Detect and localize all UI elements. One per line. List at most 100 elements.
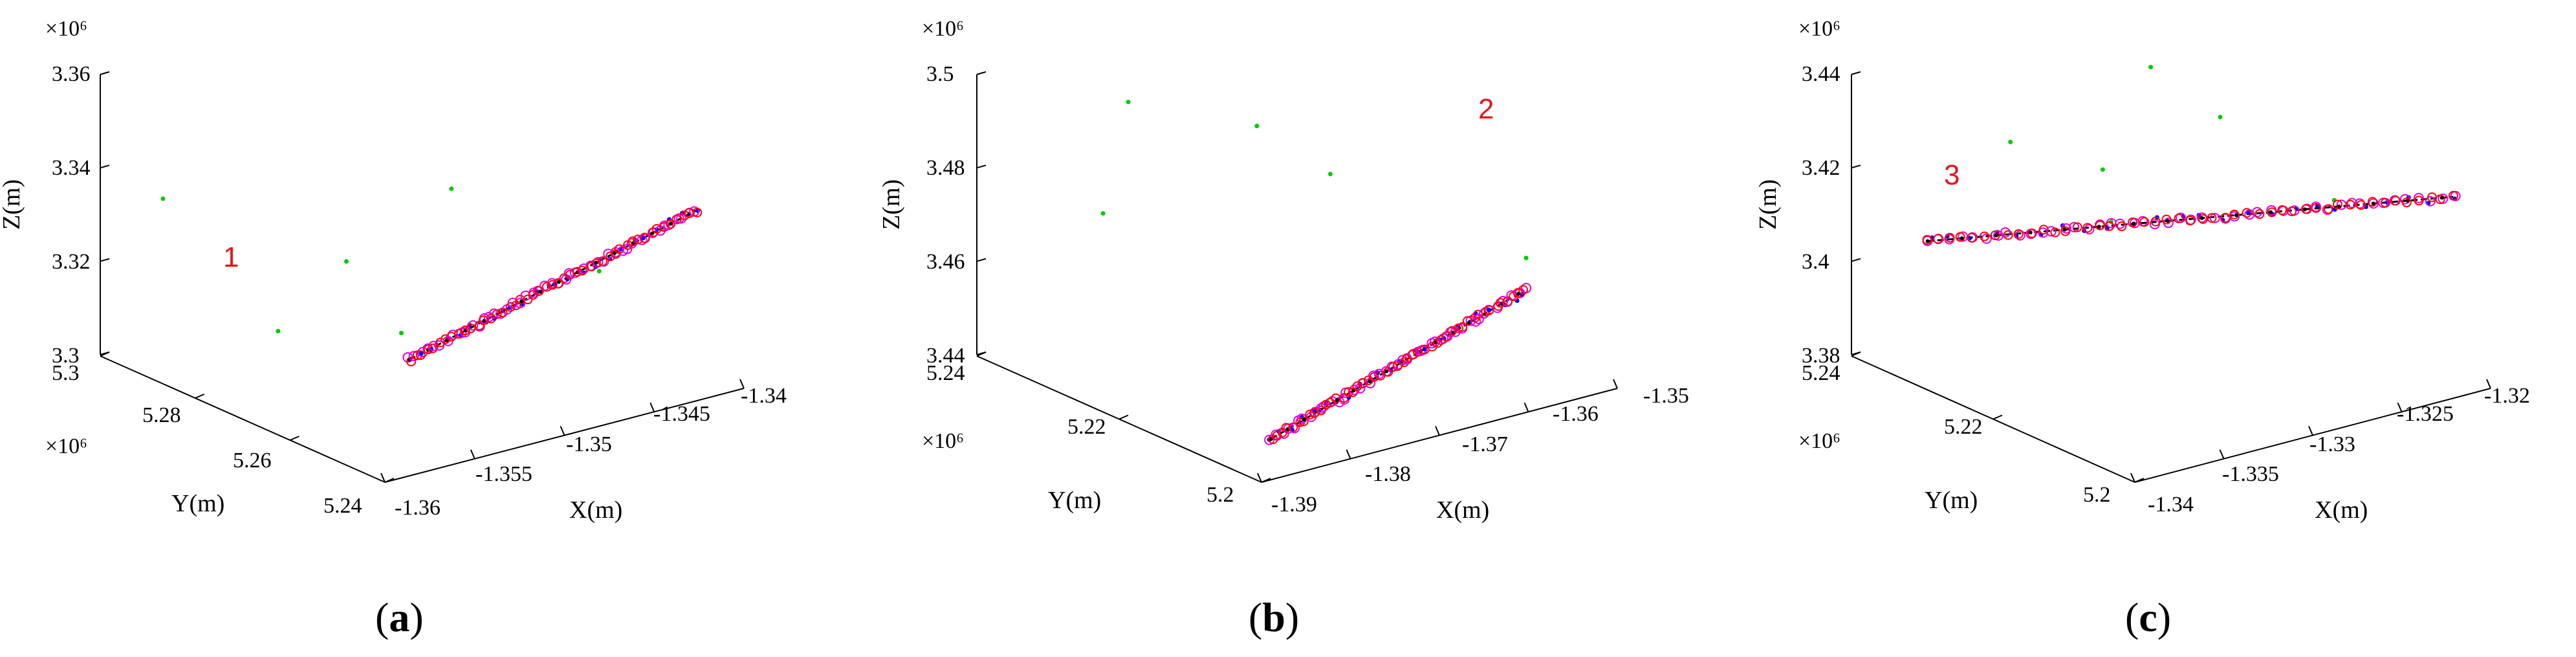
estimate-a-marker	[2003, 230, 2013, 240]
panel-caption: (a)	[375, 594, 424, 640]
y-tick-labels: 5.24 5.26 5.28 5.3	[52, 361, 362, 518]
estimate-a-marker	[577, 265, 587, 276]
clutter-point	[1254, 124, 1260, 129]
x-tick-mark	[1435, 426, 1440, 436]
x-tick-mark	[1346, 449, 1351, 460]
estimate-b-marker	[2425, 195, 2436, 206]
estimate-b-marker	[2413, 192, 2424, 203]
z-tick-mark	[1851, 258, 1861, 262]
estimate-a-marker	[671, 214, 682, 225]
estimate-a-marker	[1388, 362, 1399, 372]
y-tick-labels: 5.2 5.22 5.24	[926, 361, 1234, 507]
estimate-a-marker	[2104, 221, 2115, 231]
measurement-point	[1486, 307, 1491, 313]
truth-point	[1994, 233, 1998, 238]
clutter-point	[2218, 115, 2223, 120]
axes-frame	[100, 71, 745, 483]
estimate-b-marker	[1474, 313, 1485, 324]
x-axis-label: X(m)	[569, 496, 622, 524]
z-tick-mark	[1851, 164, 1861, 169]
z-axis-label: Z(m)	[1754, 179, 1782, 230]
estimate-a-marker	[1980, 231, 1990, 241]
truth-point	[1925, 239, 1930, 243]
y-tick-mark	[976, 351, 987, 357]
y-multiplier: ×10⁶	[1798, 429, 1840, 453]
x-tick-label: -1.39	[1271, 493, 1317, 517]
z-tick-label: 3.36	[52, 62, 91, 86]
truth-point	[2268, 210, 2273, 214]
estimate-a-marker	[1453, 323, 1463, 333]
estimate-b-marker	[2000, 227, 2011, 238]
z-tick-mark	[100, 258, 110, 262]
z-tick-label: 3.46	[926, 250, 965, 274]
estimate-a-marker	[547, 280, 558, 290]
truth-point	[1302, 418, 1307, 422]
truth-point	[1959, 236, 1964, 241]
x-tick-mark	[2486, 379, 2491, 389]
estimate-a-marker	[2095, 220, 2105, 230]
estimate-a-marker	[460, 325, 470, 335]
estimate-b-marker	[2354, 198, 2365, 209]
estimate-a-marker	[692, 207, 703, 217]
x-tick-label: -1.32	[2484, 384, 2530, 408]
x-tick-mark	[470, 449, 475, 460]
estimate-a-marker	[428, 343, 438, 353]
estimate-a-marker	[2345, 199, 2355, 210]
x-tick-label: -1.34	[2148, 493, 2194, 517]
z-axis-label: Z(m)	[878, 179, 905, 230]
z-tick-mark	[976, 71, 987, 75]
estimate-a-marker	[2242, 208, 2252, 218]
estimate-a-marker	[2127, 217, 2137, 228]
x-tick-label: -1.36	[1553, 402, 1599, 426]
clutter-point	[2008, 139, 2013, 144]
panel-a: ×10⁶ ×10⁶ 1 Z(m) Y(m) X(m) (a) 3.3 3.32 …	[0, 17, 787, 640]
measurement-point	[2245, 210, 2251, 216]
estimate-a-marker	[1407, 350, 1417, 360]
truth-point	[1384, 369, 1389, 373]
x-tick-mark	[649, 402, 655, 412]
truth-point	[594, 260, 598, 265]
estimate-a-marker	[2332, 199, 2342, 210]
estimate-b-marker	[1981, 233, 1992, 244]
y-axis-label: Y(m)	[171, 490, 224, 517]
y-tick-mark	[195, 394, 205, 399]
z-tick-label: 3.48	[926, 156, 965, 180]
z-tick-mark	[976, 164, 987, 169]
estimate-a-marker	[2267, 207, 2277, 217]
clutter-point	[449, 186, 454, 192]
estimate-a-marker	[440, 334, 450, 344]
estimate-a-marker	[2401, 197, 2412, 208]
measurement-point	[419, 351, 424, 356]
x-tick-label: -1.335	[2222, 462, 2279, 486]
truth-point	[2097, 225, 2101, 229]
z-tick-mark	[100, 71, 110, 75]
z-tick-label: 3.42	[1802, 156, 1840, 180]
y-axis-label: Y(m)	[1925, 487, 1978, 514]
truth-point	[538, 289, 542, 294]
y-axis-label: Y(m)	[1048, 487, 1101, 514]
estimate-a-marker	[2356, 200, 2366, 210]
truth-point	[2028, 230, 2033, 235]
x-tick-label: -1.355	[475, 462, 532, 486]
estimate-a-marker	[1298, 416, 1309, 427]
clutter-point	[2100, 167, 2105, 172]
estimate-b-marker	[2038, 227, 2049, 238]
y-tick-mark	[100, 351, 110, 357]
y-tick-mark	[1261, 478, 1271, 483]
x-tick-mark	[2130, 473, 2135, 483]
estimate-a-marker	[2060, 226, 2071, 236]
estimate-b-marker	[2046, 226, 2057, 237]
estimate-a-marker	[2082, 223, 2093, 233]
estimate-a-marker	[553, 278, 563, 289]
estimate-a-marker	[1305, 409, 1315, 419]
estimate-a-marker	[2150, 216, 2161, 227]
z-tick-label: 3.44	[1802, 62, 1840, 86]
z-tick-mark	[1851, 71, 1861, 75]
y-tick-mark	[384, 478, 395, 483]
clutter-point	[2148, 65, 2154, 70]
truth-point	[650, 231, 655, 236]
x-tick-label: -1.345	[653, 402, 710, 426]
clutter-point	[398, 331, 404, 336]
trajectory-id-label: 3	[1944, 159, 1959, 191]
truth-point	[2234, 213, 2238, 217]
